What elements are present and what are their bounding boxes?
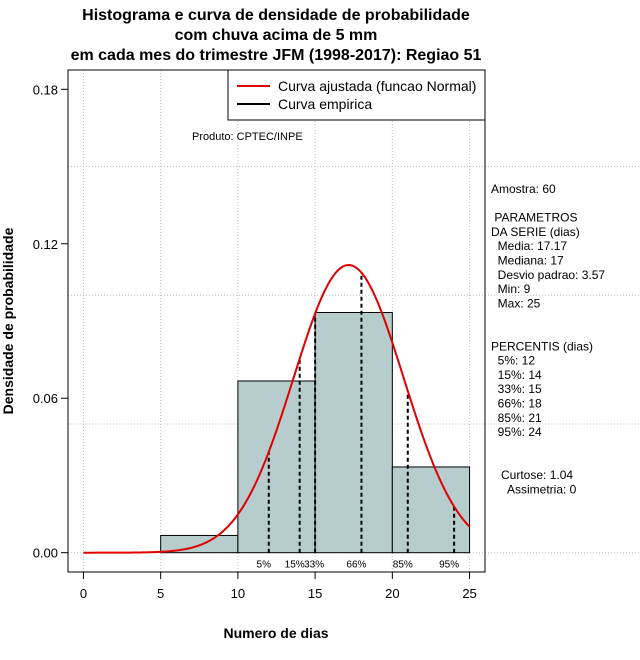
legend-box	[227, 69, 486, 121]
stats-line: Min: 9	[491, 282, 531, 296]
stats-line: 33%: 15	[491, 382, 542, 396]
x-tick-label: 25	[462, 586, 476, 601]
y-axis-title: Densidade de probabilidade	[0, 227, 16, 414]
legend: Curva ajustada (funcao Normal) Curva empi…	[227, 69, 486, 121]
stats-line: DA SERIE (dias)	[491, 225, 580, 239]
stats-line: Max: 25	[491, 296, 541, 310]
axes: 0 5 10 15 20 25 0.00 0.06 0.12 0.18	[33, 69, 486, 601]
title-line: com chuva acima de 5 mm	[175, 27, 378, 44]
stats-line: Amostra: 60	[491, 182, 556, 196]
title-line: em cada mes do trimestre JFM (1998-2017)…	[71, 47, 482, 64]
stats-line: Media: 17.17	[491, 239, 567, 253]
y-tick-label: 0.06	[33, 391, 58, 406]
stats-line: Assimetria: 0	[491, 482, 577, 496]
percentile-markers: 5% 15% 33% 66% 85% 95%	[257, 272, 459, 571]
stats-line: Curtose: 1.04	[491, 468, 573, 482]
percentile-label: 66%	[346, 560, 366, 571]
percentile-label: 5%	[257, 560, 272, 571]
y-tick-label: 0.18	[33, 82, 58, 97]
normal-curve	[83, 264, 471, 554]
histogram-bar	[314, 312, 393, 554]
x-axis-title: Numero de dias	[223, 625, 328, 641]
x-tick-label: 15	[308, 586, 322, 601]
percentile-label: 15%	[285, 560, 305, 571]
histogram-bar	[391, 466, 471, 554]
percentile-label: 85%	[393, 560, 413, 571]
stats-line: 5%: 12	[491, 354, 535, 368]
chart-title: Histograma e curva de densidade de proba…	[71, 7, 482, 64]
histogram-bar	[237, 380, 316, 554]
x-tick-label: 10	[231, 586, 245, 601]
y-tick-label: 0.12	[33, 237, 58, 252]
percentile-label: 95%	[439, 560, 459, 571]
title-line: Histograma e curva de densidade de proba…	[82, 7, 470, 24]
x-tick-label: 5	[157, 586, 164, 601]
legend-label: Curva ajustada (funcao Normal)	[278, 78, 476, 94]
stats-line: 85%: 21	[491, 411, 542, 425]
x-tick-label: 0	[80, 586, 87, 601]
x-tick-label: 20	[385, 586, 399, 601]
percentile-label: 33%	[304, 560, 324, 571]
stats-line: Mediana: 17	[491, 254, 564, 268]
stats-line: 15%: 14	[491, 368, 542, 382]
legend-label: Curva empirica	[278, 96, 372, 112]
histogram-bars	[160, 312, 471, 554]
stats-line: PERCENTIS (dias)	[491, 339, 593, 353]
product-label: Produto: CPTEC/INPE	[192, 131, 303, 143]
stats-line: PARAMETROS	[491, 211, 577, 225]
y-tick-label: 0.00	[33, 546, 58, 561]
stats-line: 95%: 24	[491, 425, 542, 439]
stats-line: 66%: 18	[491, 397, 542, 411]
normal-curve-line	[83, 264, 471, 554]
stats-line: Desvio padrao: 3.57	[491, 268, 605, 282]
